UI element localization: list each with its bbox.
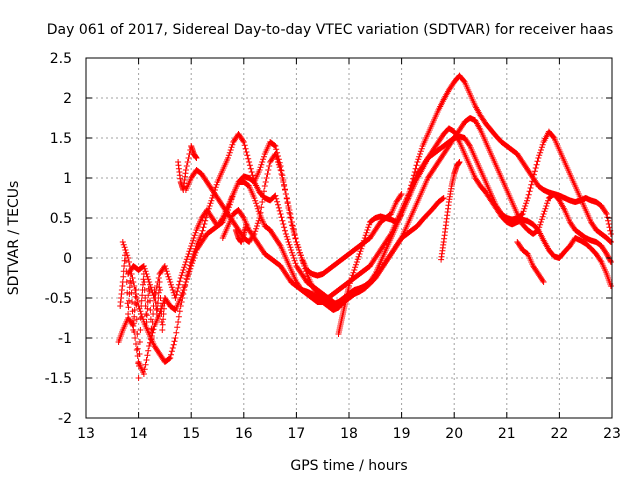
x-tick-label: 22 (550, 426, 568, 442)
x-axis-label: GPS time / hours (290, 458, 407, 474)
plus-markers (232, 221, 250, 245)
x-tick-label: 18 (340, 426, 358, 442)
data-layer (115, 72, 614, 381)
series-track-k (232, 221, 250, 245)
x-tick-label: 17 (287, 426, 305, 442)
y-tick-label: 2.5 (50, 51, 72, 67)
y-tick-label: 0 (63, 251, 72, 267)
series-track-h (514, 239, 547, 285)
y-axis-label: SDTVAR / TECUs (6, 181, 22, 296)
y-tick-label: -1.5 (45, 371, 72, 387)
series-track-j (175, 143, 200, 193)
series-track-g (438, 159, 463, 263)
series-track-i (117, 247, 168, 381)
x-tick-label: 16 (235, 426, 253, 442)
series-track-b (119, 72, 614, 365)
series-track-f (335, 191, 405, 337)
y-tick-label: 1 (63, 171, 72, 187)
plus-markers (175, 143, 200, 193)
x-tick-label: 13 (77, 426, 95, 442)
y-tick-label: 0.5 (50, 211, 72, 227)
plus-markers (438, 159, 463, 263)
y-tick-label: -0.5 (45, 291, 72, 307)
plus-markers (119, 72, 614, 365)
x-tick-label: 19 (393, 426, 411, 442)
x-tick-label: 23 (603, 426, 621, 442)
ticks: 13 14 15 16 17 18 19 20 21 22 23 -2 -1.5 -1 -0.5 0 0.5 1 1… (45, 51, 621, 442)
y-tick-label: 2 (63, 91, 72, 107)
plus-markers (335, 191, 405, 337)
series-track-d (182, 115, 614, 308)
plus-markers (117, 247, 168, 381)
chart-title: Day 061 of 2017, Sidereal Day-to-day VTE… (47, 22, 614, 38)
x-tick-label: 14 (130, 426, 148, 442)
plus-markers (182, 115, 614, 308)
y-tick-label: -1 (58, 331, 72, 347)
x-tick-label: 21 (498, 426, 516, 442)
plus-markers (514, 239, 547, 285)
x-tick-label: 15 (182, 426, 200, 442)
y-tick-label: 1.5 (50, 131, 72, 147)
x-tick-label: 20 (445, 426, 463, 442)
y-tick-label: -2 (58, 411, 72, 427)
